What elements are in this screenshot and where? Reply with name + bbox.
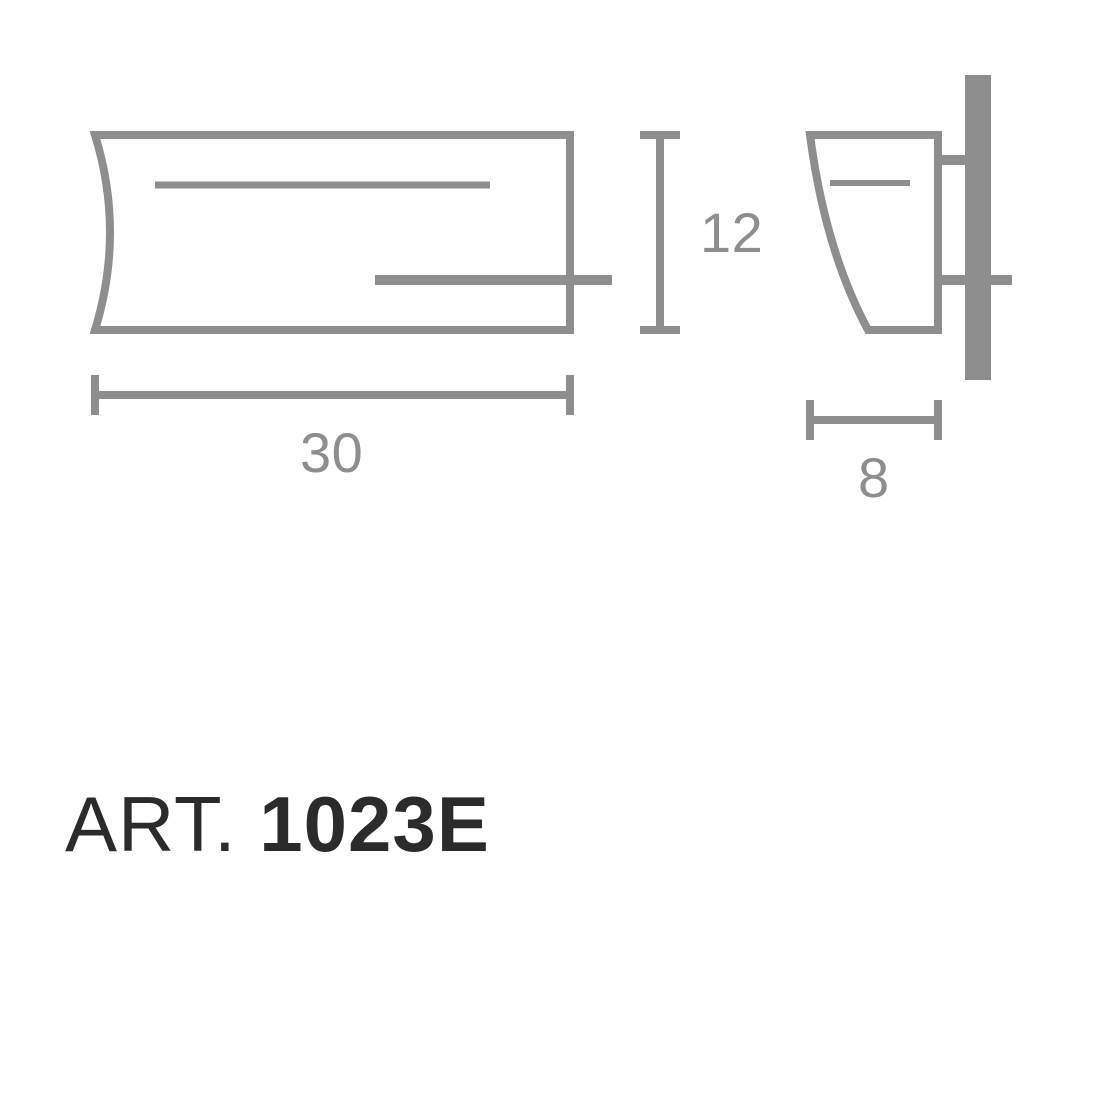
title-prefix: ART. <box>65 780 237 868</box>
front-outline <box>95 135 570 330</box>
side-view <box>770 0 1070 480</box>
dim-width-label: 30 <box>300 420 363 485</box>
side-outline <box>810 135 938 330</box>
dim-depth-label: 8 <box>858 445 890 510</box>
dim-height-label: 12 <box>700 200 763 265</box>
front-view <box>0 0 700 480</box>
side-wall-plate <box>965 75 991 380</box>
article-title: ART. 1023E <box>65 779 490 870</box>
technical-diagram: 30 12 8 ART. 1023E <box>0 0 1100 1100</box>
title-code: 1023E <box>259 780 490 868</box>
